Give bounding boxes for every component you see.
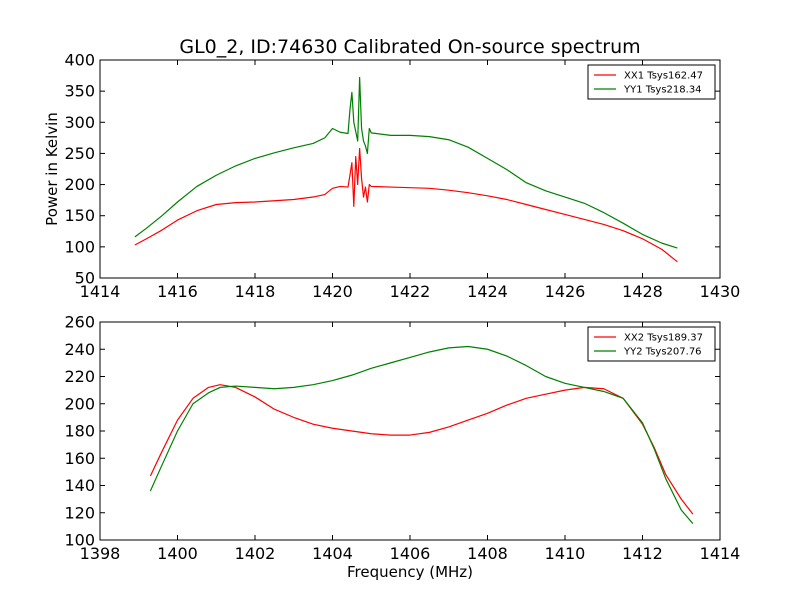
x-tick-label: 1414 (80, 282, 121, 301)
top-panel: 1414 1416 1418 1420 1422 1424 1426 1428 1430 50 10… (43, 51, 740, 302)
x-tick-label: 1402 (235, 544, 276, 563)
x-tick-label: 1424 (467, 282, 508, 301)
series-group (149, 345, 694, 525)
x-tick-label: 1420 (312, 282, 353, 301)
legend: XX2 Tsys189.37 YY2 Tsys207.76 (587, 326, 716, 362)
y-tick-label: 220 (64, 367, 95, 386)
legend-box (587, 64, 716, 100)
y-tick-label: 350 (64, 82, 95, 101)
y-axis-label: Power in Kelvin (43, 112, 61, 226)
x-tick-label: 1406 (390, 544, 431, 563)
y-tick-label: 50 (75, 269, 95, 288)
x-tick-label: 1418 (235, 282, 276, 301)
x-tick-label: 1414 (700, 544, 741, 563)
x-tick-label: 1422 (390, 282, 431, 301)
legend-box (587, 326, 716, 362)
x-tick-label: 1430 (700, 282, 741, 301)
y-tick-label: 100 (64, 237, 95, 256)
x-tick-label: 1410 (545, 544, 586, 563)
legend-label-2: YY1 Tsys218.34 (623, 85, 702, 96)
legend-label-1: XX2 Tsys189.37 (624, 333, 703, 344)
series-line-1-1 (134, 147, 678, 263)
y-tick-label: 160 (64, 449, 95, 468)
bottom-panel: 1398 1400 1402 1404 1406 1408 1410 1412 1414 100 1… (64, 313, 740, 582)
series-line-2-2 (149, 345, 694, 525)
y-tick-label: 260 (64, 313, 95, 332)
y-tick-label: 300 (64, 113, 95, 132)
y-tick-label: 100 (64, 531, 95, 550)
y-tick-label: 120 (64, 503, 95, 522)
y-tick-label: 150 (64, 206, 95, 225)
y-tick-label: 200 (64, 175, 95, 194)
x-tick-label: 1408 (467, 544, 508, 563)
series-group (134, 76, 678, 263)
figure-title: GL0_2, ID:74630 Calibrated On-source spe… (179, 36, 640, 58)
y-tick-label: 180 (64, 422, 95, 441)
legend-label-1: XX1 Tsys162.47 (624, 71, 703, 82)
x-tick-label: 1428 (622, 282, 663, 301)
x-tick-label: 1400 (157, 544, 198, 563)
series-line-1-2 (134, 76, 678, 249)
y-tick-label: 200 (64, 394, 95, 413)
x-tick-label: 1416 (157, 282, 198, 301)
y-tick-label: 140 (64, 476, 95, 495)
legend: XX1 Tsys162.47 YY1 Tsys218.34 (587, 64, 716, 100)
x-tick-label: 1398 (80, 544, 121, 563)
y-tick-label: 400 (64, 51, 95, 70)
y-tick-label: 250 (64, 144, 95, 163)
y-tick-label: 240 (64, 340, 95, 359)
x-tick-label: 1426 (545, 282, 586, 301)
legend-label-2: YY2 Tsys207.76 (623, 347, 702, 358)
x-axis-label: Frequency (MHz) (347, 563, 473, 581)
x-tick-label: 1412 (622, 544, 663, 563)
x-tick-label: 1404 (312, 544, 353, 563)
